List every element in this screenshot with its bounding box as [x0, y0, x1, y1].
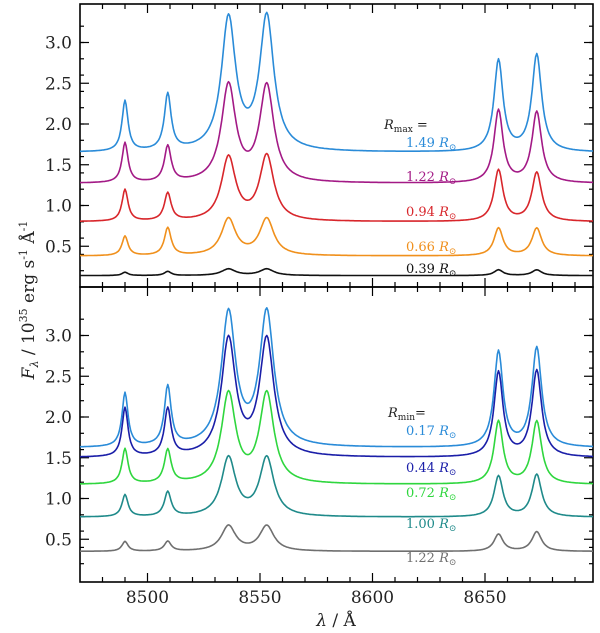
x-tick-label: 8500 — [126, 588, 169, 608]
bottom-panel-legend: Rmin= 0.17 R⊙ 0.44 R⊙ 0.72 R⊙ 1.00 R⊙ 1.22 R… — [387, 406, 456, 568]
y-tick-label: 2.0 — [45, 115, 72, 135]
top-panel: 0.5 1.0 1.5 2.0 2.5 3.0 Rmax = 1.49 R⊙ 1.22 R⊙… — [45, 3, 594, 288]
top-legend-title: Rmax = — [383, 118, 428, 135]
bottom-legend-title: Rmin= — [387, 406, 426, 423]
series-label-3: 0.94 R⊙ — [406, 205, 456, 222]
series-label-4: 1.00 R⊙ — [406, 517, 456, 534]
x-axis-label: λ / Å — [315, 610, 356, 631]
y-tick-label: 1.5 — [45, 449, 72, 469]
y-tick-label: 1.0 — [45, 197, 72, 217]
y-tick-label: 3.0 — [45, 34, 72, 54]
top-panel-frame — [79, 3, 594, 288]
bottom-panel-curves — [79, 307, 594, 552]
bottom-panel: 0.51.01.52.02.53.0 Rmin= 0.17 R⊙0.44 R⊙0… — [45, 286, 594, 583]
x-tick-label: 8650 — [463, 588, 506, 608]
series-line-5 — [80, 267, 593, 277]
y-tick-label: 1.0 — [45, 490, 72, 510]
series-label-1: 0.17 R⊙ — [406, 424, 456, 441]
x-tick-label: 8550 — [238, 588, 281, 608]
series-label-2: 0.44 R⊙ — [406, 461, 456, 478]
y-tick-label: 2.0 — [45, 408, 72, 428]
series-label-5: 0.39 R⊙ — [406, 262, 456, 279]
series-line-4 — [80, 454, 593, 518]
y-tick-label: 1.5 — [45, 156, 72, 176]
y-tick-label: 2.5 — [45, 367, 72, 387]
x-tick-labels: 8500 8550 8600 8650 — [126, 588, 507, 608]
top-panel-curves — [80, 11, 594, 277]
series-label-4: 0.66 R⊙ — [406, 240, 456, 257]
bottom-panel-frame — [79, 286, 594, 583]
series-line-1 — [79, 307, 593, 448]
y-tick-label: 2.5 — [45, 74, 72, 94]
series-line-3 — [80, 389, 594, 485]
top-panel-legend: Rmax = 1.49 R⊙ 1.22 R⊙ 0.94 R⊙ 0.66 R⊙ 0.39 … — [383, 118, 456, 279]
series-label-2: 1.22 R⊙ — [406, 170, 456, 187]
series-label-5: 1.22 R⊙ — [406, 551, 456, 568]
series-line-4 — [80, 216, 593, 257]
y-tick-label: 0.5 — [45, 237, 72, 257]
bottom-panel-ticks: 0.5 1.0 1.5 2.0 2.5 3.0 — [45, 287, 593, 582]
series-line-3 — [80, 152, 593, 222]
y-tick-label: 0.5 — [45, 530, 72, 550]
series-line-2 — [80, 334, 593, 458]
series-label-3: 0.72 R⊙ — [406, 486, 456, 503]
x-tick-label: 8600 — [351, 588, 394, 608]
series-line-1 — [80, 11, 593, 153]
top-panel-ticks: 0.5 1.0 1.5 2.0 2.5 3.0 — [45, 4, 593, 287]
series-line-2 — [80, 80, 594, 184]
series-label-1: 1.49 R⊙ — [406, 136, 456, 153]
y-axis-label: Fλ / 1035 erg s-1 Å-1 — [17, 221, 41, 381]
y-tick-label: 3.0 — [45, 327, 72, 347]
series-line-5 — [80, 524, 593, 552]
